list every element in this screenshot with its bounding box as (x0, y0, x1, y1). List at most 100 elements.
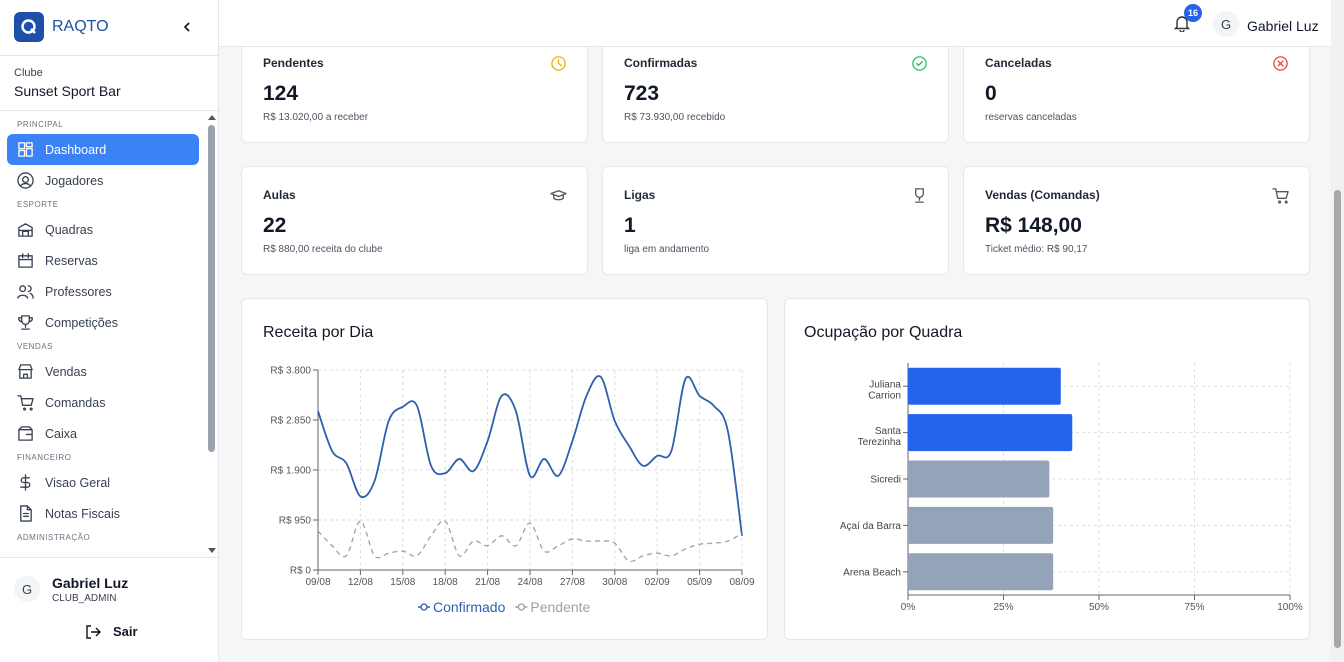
line-chart-card: Receita por Dia R$ 0 R$ 950 R$ 1.900 R$ 2.85… (241, 298, 768, 640)
avatar: G (14, 576, 40, 602)
card-title: Pendentes (263, 56, 324, 70)
legend-label: Pendente (530, 599, 590, 615)
club-info: Clube Sunset Sport Bar (0, 55, 218, 111)
user-role: CLUB_ADMIN (52, 593, 117, 604)
card-title: Confirmadas (624, 56, 698, 70)
y-tick-label: R$ 3.800 (270, 366, 311, 377)
x-tick-label: 09/08 (305, 577, 330, 588)
chart-title: Receita por Dia (263, 324, 373, 341)
logo (14, 12, 44, 42)
card-icon (911, 55, 928, 77)
x-tick-label: 12/08 (348, 577, 373, 588)
card-title: Ligas (624, 188, 656, 202)
nav-item[interactable]: Dashboard (7, 134, 199, 165)
nav-item[interactable]: Quadras (7, 214, 199, 245)
collapse-button[interactable] (182, 21, 192, 33)
top-bar: 16 G Gabriel Luz (219, 0, 1331, 47)
nav-item[interactable]: Visao Geral (7, 467, 199, 498)
x-tick-label: 08/09 (729, 577, 754, 588)
club-label: Clube (14, 67, 43, 79)
card-value: R$ 148,00 (985, 214, 1082, 237)
stat-card: Ligas 1 liga em andamento (602, 166, 949, 275)
y-tick-label: Juliana Carrion (865, 380, 901, 402)
card-subtitle: liga em andamento (624, 244, 710, 255)
avatar[interactable]: G (1213, 11, 1239, 37)
label-line: Carrion (865, 391, 901, 402)
y-tick-label: Açaí da Barra (840, 521, 902, 532)
card-value: 22 (263, 214, 287, 237)
stat-card: Canceladas 0 reservas canceladas (963, 34, 1310, 143)
scrollbar[interactable] (208, 125, 215, 452)
y-tick-label: R$ 950 (279, 516, 312, 527)
stat-card: Vendas (Comandas) R$ 148,00 Ticket médio: … (963, 166, 1310, 275)
logout-button[interactable]: Sair (85, 624, 138, 639)
brand[interactable]: RAQTO (14, 12, 109, 42)
x-tick-label: 15/08 (390, 577, 415, 588)
bar (908, 506, 1054, 544)
legend-marker (420, 603, 428, 611)
card-value: 723 (624, 82, 660, 105)
x-tick-label: 50% (1089, 602, 1109, 613)
x-tick-label: 100% (1277, 602, 1303, 613)
card-value: 0 (985, 82, 997, 105)
nav-section: ESPORTE (17, 200, 59, 209)
nav-item[interactable]: Vendas (7, 356, 199, 387)
nav-item[interactable]: Professores (7, 276, 199, 307)
chart-title: Ocupação por Quadra (804, 324, 962, 341)
nav-item[interactable]: Reservas (7, 245, 199, 276)
card-title: Vendas (Comandas) (985, 188, 1100, 202)
bar (908, 414, 1073, 452)
card-subtitle: R$ 13.020,00 a receber (263, 112, 369, 123)
scroll-up[interactable] (207, 113, 217, 121)
user-footer: G Gabriel Luz CLUB_ADMIN Sair (0, 557, 218, 662)
y-tick-label: R$ 0 (290, 566, 312, 577)
y-tick-label: Sicredi (870, 475, 901, 486)
nav-label: Professores (45, 284, 112, 299)
nav-item[interactable]: Caixa (7, 418, 199, 449)
card-icon (911, 187, 928, 209)
series-line (317, 375, 743, 536)
card-icon (1272, 187, 1289, 209)
nav-section: PRINCIPAL (17, 120, 64, 129)
nav-item[interactable]: Jogadores (7, 165, 199, 196)
page-scrollbar[interactable] (1331, 0, 1344, 662)
nav-label: Competições (45, 315, 118, 330)
x-tick-label: 75% (1184, 602, 1204, 613)
x-tick-label: 02/09 (645, 577, 670, 588)
nav: PRINCIPAL Dashboard Jogadores ESPORTE Quadra… (0, 111, 205, 557)
x-tick-label: 30/08 (602, 577, 627, 588)
card-value: 124 (263, 82, 299, 105)
stat-card: Aulas 22 R$ 880,00 receita do clube (241, 166, 588, 275)
nav-label: Quadras (45, 222, 93, 237)
brand-name: RAQTO (52, 18, 109, 35)
card-icon (1272, 55, 1289, 77)
scroll-down[interactable] (207, 547, 217, 555)
bar (908, 553, 1054, 591)
logout-label: Sair (113, 624, 138, 639)
y-tick-label: Arena Beach (843, 567, 901, 578)
card-subtitle: R$ 73.930,00 recebido (624, 112, 726, 123)
nav-label: Visao Geral (45, 475, 111, 490)
legend-marker (517, 603, 526, 611)
card-title: Aulas (263, 188, 296, 202)
club-name: Sunset Sport Bar (14, 83, 121, 99)
card-icon (550, 55, 567, 77)
bar (908, 460, 1050, 498)
label-line: Terezinha (855, 437, 901, 448)
y-tick-label: Santa Terezinha (855, 426, 901, 448)
nav-item[interactable]: Competições (7, 307, 199, 338)
series-line (317, 519, 743, 563)
card-subtitle: R$ 880,00 receita do clube (263, 244, 383, 255)
label-line: Santa (875, 426, 902, 437)
nav-item[interactable]: Notas Fiscais (7, 498, 199, 529)
card-value: 1 (624, 214, 636, 237)
card-subtitle: reservas canceladas (985, 112, 1077, 123)
chart: Ocupação por Quadra 0% 25% 50% 75% 100% Julian… (804, 324, 1303, 613)
chart: Receita por Dia R$ 0 R$ 950 R$ 1.900 R$ 2.85… (263, 324, 755, 615)
user-name[interactable]: Gabriel Luz (1247, 18, 1319, 34)
nav-item[interactable]: Comandas (7, 387, 199, 418)
scroll-thumb[interactable] (1334, 190, 1341, 648)
nav-label: Caixa (45, 426, 77, 441)
x-tick-label: 0% (901, 602, 916, 613)
